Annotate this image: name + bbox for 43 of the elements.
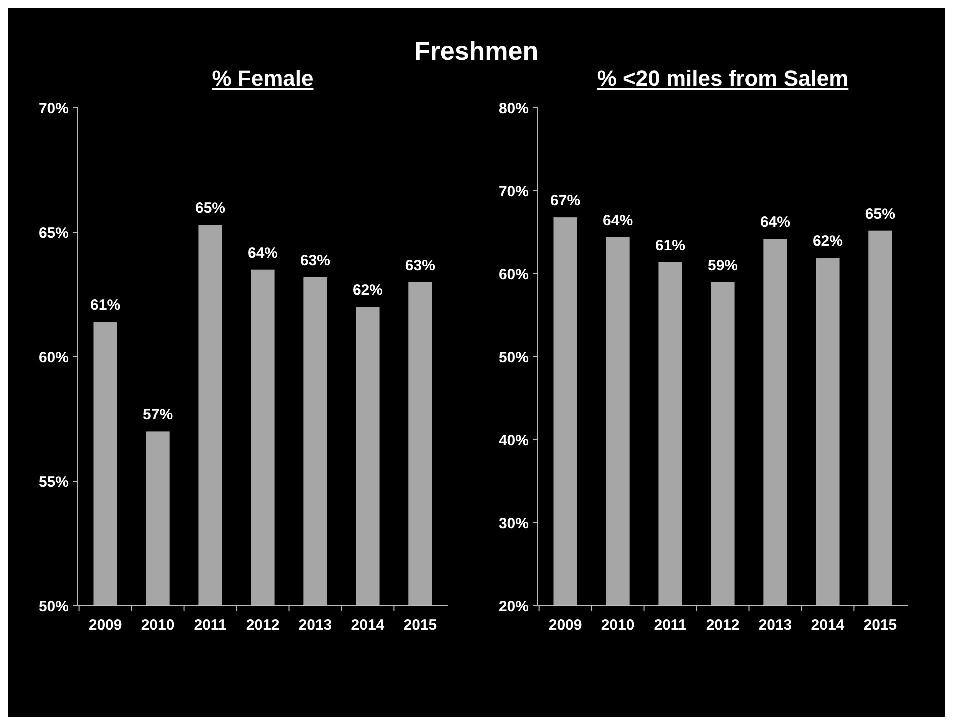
y-tick-label: 40% xyxy=(498,432,529,450)
x-tick-label: 2012 xyxy=(706,617,740,634)
x-tick-label: 2013 xyxy=(298,617,332,634)
data-label: 59% xyxy=(708,257,738,274)
text: Freshmen xyxy=(414,36,539,66)
x-tick-label: 2011 xyxy=(194,617,227,634)
x-tick-label: 2011 xyxy=(654,617,687,634)
y-tick-label: 30% xyxy=(498,515,529,532)
x-tick-label: 2013 xyxy=(758,617,792,634)
data-label: 62% xyxy=(812,233,843,250)
y-tick-label: 60% xyxy=(498,266,529,284)
y-tick-label: 20% xyxy=(498,598,529,616)
y-tick-label: 70% xyxy=(498,183,529,200)
data-label: 65% xyxy=(196,200,226,218)
y-tick-label: 50% xyxy=(38,598,69,616)
x-tick-label: 2010 xyxy=(601,617,635,634)
data-label: 61% xyxy=(90,297,121,314)
data-label: 64% xyxy=(760,214,790,232)
x-tick-label: 2012 xyxy=(246,617,280,634)
y-tick-label: 55% xyxy=(38,474,69,491)
y-tick-label: 50% xyxy=(498,349,529,366)
data-label: 65% xyxy=(865,206,896,223)
data-label: 63% xyxy=(300,252,330,270)
x-tick-label: 2010 xyxy=(141,617,175,634)
chart-title: % <20 miles from Salem xyxy=(597,66,849,91)
data-label: 62% xyxy=(352,282,383,300)
x-tick-label: 2009 xyxy=(88,617,122,634)
y-tick-label: 80% xyxy=(498,100,529,118)
y-tick-label: 65% xyxy=(38,224,69,242)
y-tick-label: 70% xyxy=(38,100,69,118)
data-label: 57% xyxy=(143,406,174,424)
x-tick-label: 2014 xyxy=(351,617,386,634)
chart-title: % Female xyxy=(212,66,314,91)
y-tick-label: 60% xyxy=(38,349,69,366)
data-label: 67% xyxy=(550,192,581,210)
data-label: 64% xyxy=(603,212,634,230)
x-tick-label: 2014 xyxy=(811,617,846,634)
x-tick-label: 2009 xyxy=(548,617,582,634)
data-label: 64% xyxy=(248,244,278,262)
x-tick-label: 2015 xyxy=(404,617,438,634)
x-tick-label: 2015 xyxy=(864,617,898,634)
data-label: 61% xyxy=(656,237,686,254)
data-label: 63% xyxy=(405,257,436,274)
